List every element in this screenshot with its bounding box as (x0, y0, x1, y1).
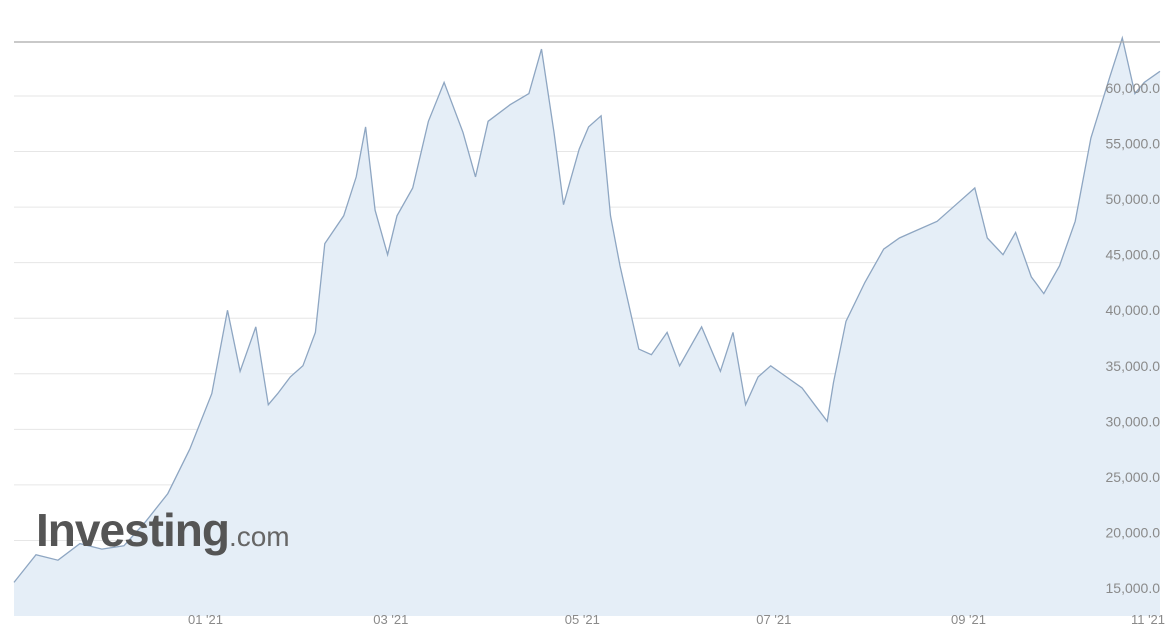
data-point (226, 309, 229, 312)
data-point (936, 220, 939, 223)
data-point (1108, 75, 1111, 78)
y-tick-label: 45,000.0 (1106, 247, 1161, 263)
y-tick-label: 30,000.0 (1106, 413, 1161, 429)
data-point (188, 448, 191, 451)
data-point (911, 231, 914, 234)
x-tick-label: 09 '21 (951, 612, 986, 627)
data-point (587, 125, 590, 128)
x-tick-label: 07 '21 (756, 612, 791, 627)
x-tick-label: 11 '21 (1131, 612, 1165, 627)
data-point (769, 364, 772, 367)
data-point (314, 331, 317, 334)
data-point (13, 581, 16, 584)
data-point (323, 242, 326, 245)
data-point (732, 331, 735, 334)
data-point (540, 48, 543, 51)
data-point (364, 125, 367, 128)
data-point (166, 492, 169, 495)
data-point (600, 114, 603, 117)
data-point (427, 120, 430, 123)
data-point (954, 203, 957, 206)
data-point (744, 403, 747, 406)
data-point (1058, 264, 1061, 267)
data-point (609, 214, 612, 217)
data-point (666, 331, 669, 334)
data-point (1089, 137, 1092, 140)
data-point (785, 375, 788, 378)
data-point (801, 387, 804, 390)
x-tick-label: 05 '21 (565, 612, 600, 627)
y-tick-label: 35,000.0 (1106, 358, 1161, 374)
data-point (527, 92, 530, 95)
data-point (1014, 231, 1017, 234)
data-point (509, 103, 512, 106)
x-tick-label: 01 '21 (188, 612, 223, 627)
data-point (355, 175, 358, 178)
y-tick-label: 60,000.0 (1106, 80, 1161, 96)
data-point (898, 237, 901, 240)
data-point (474, 175, 477, 178)
data-point (411, 187, 414, 190)
data-point (553, 131, 556, 134)
data-point (1042, 292, 1045, 295)
data-point (374, 209, 377, 212)
data-point (863, 281, 866, 284)
x-axis: 01 '21 03 '21 05 '21 07 '21 09 '21 11 '21 (188, 612, 1165, 627)
data-point (396, 214, 399, 217)
data-point (57, 559, 60, 562)
y-tick-label: 20,000.0 (1106, 524, 1161, 540)
data-point (1074, 220, 1077, 223)
data-point (1002, 253, 1005, 256)
y-tick-label: 40,000.0 (1106, 302, 1161, 318)
data-point (289, 375, 292, 378)
data-point (813, 403, 816, 406)
data-point (1159, 70, 1162, 73)
price-area-fill (14, 38, 1160, 616)
data-point (342, 214, 345, 217)
x-tick-label: 03 '21 (373, 612, 408, 627)
data-point (462, 131, 465, 134)
y-tick-label: 15,000.0 (1106, 580, 1161, 596)
data-point (578, 148, 581, 151)
data-point (650, 353, 653, 356)
data-point (757, 375, 760, 378)
data-point (619, 264, 622, 267)
data-point (562, 203, 565, 206)
data-point (882, 248, 885, 251)
data-point (301, 364, 304, 367)
data-point (826, 420, 829, 423)
data-point (210, 392, 213, 395)
data-point (986, 237, 989, 240)
data-point (845, 320, 848, 323)
data-point (832, 381, 835, 384)
data-point (1030, 275, 1033, 278)
y-tick-label: 55,000.0 (1106, 136, 1161, 152)
data-point (487, 120, 490, 123)
data-point (637, 348, 640, 351)
y-tick-label: 50,000.0 (1106, 191, 1161, 207)
data-point (276, 392, 279, 395)
data-point (254, 325, 257, 328)
data-point (239, 370, 242, 373)
investing-logo: Investing.com (36, 502, 290, 558)
y-axis: 15,000.0 20,000.0 25,000.0 30,000.0 35,000.0… (1106, 80, 1161, 596)
data-point (386, 253, 389, 256)
y-tick-label: 25,000.0 (1106, 469, 1161, 485)
data-point (1121, 37, 1124, 40)
price-line (13, 35, 1161, 583)
logo-brand-text: Investing (36, 504, 230, 556)
data-point (443, 81, 446, 84)
data-point (700, 325, 703, 328)
data-point (973, 187, 976, 190)
logo-suffix-text: .com (228, 521, 290, 552)
data-point (678, 364, 681, 367)
data-point (267, 403, 270, 406)
data-point (719, 370, 722, 373)
